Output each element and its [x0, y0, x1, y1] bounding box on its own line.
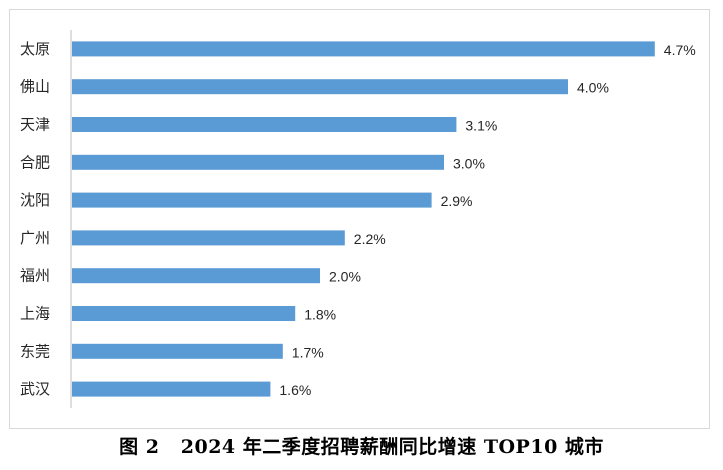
category-label: 上海: [20, 305, 50, 323]
data-label: 1.6%: [279, 382, 311, 398]
bar: [72, 79, 568, 95]
data-label: 4.7%: [664, 42, 696, 58]
chart-frame: [9, 9, 710, 429]
data-label: 2.9%: [441, 193, 473, 209]
bar: [72, 230, 345, 246]
data-label: 3.0%: [453, 155, 485, 171]
category-label: 东莞: [20, 342, 50, 360]
category-label: 沈阳: [20, 191, 50, 209]
bar: [72, 268, 320, 284]
data-label: 3.1%: [465, 118, 497, 134]
bar: [72, 154, 444, 170]
bar: [72, 192, 432, 208]
data-label: 2.2%: [354, 231, 386, 247]
data-label: 1.8%: [304, 307, 336, 323]
data-label: 1.7%: [292, 344, 324, 360]
category-label: 天津: [20, 116, 50, 134]
data-label: 4.0%: [577, 80, 609, 96]
figure-caption: 图 2 2024 年二季度招聘薪酬同比增速 TOP10 城市: [119, 436, 604, 458]
data-label: 2.0%: [329, 269, 361, 285]
bar: [72, 343, 283, 359]
category-label: 广州: [20, 229, 50, 247]
bar: [72, 117, 457, 132]
bar-chart: 太原 4.7% 佛山 4.0% 天津 3.1% 合肥 3.0% 沈阳 2.9% 广州 2.2% 福州 2.…: [20, 30, 696, 408]
category-label: 武汉: [20, 380, 50, 398]
category-label: 合肥: [20, 153, 50, 171]
category-label: 佛山: [20, 78, 50, 96]
bar: [72, 381, 271, 397]
bar: [72, 41, 655, 57]
bar: [72, 306, 296, 321]
category-label: 太原: [20, 40, 50, 58]
category-label: 福州: [20, 267, 50, 285]
